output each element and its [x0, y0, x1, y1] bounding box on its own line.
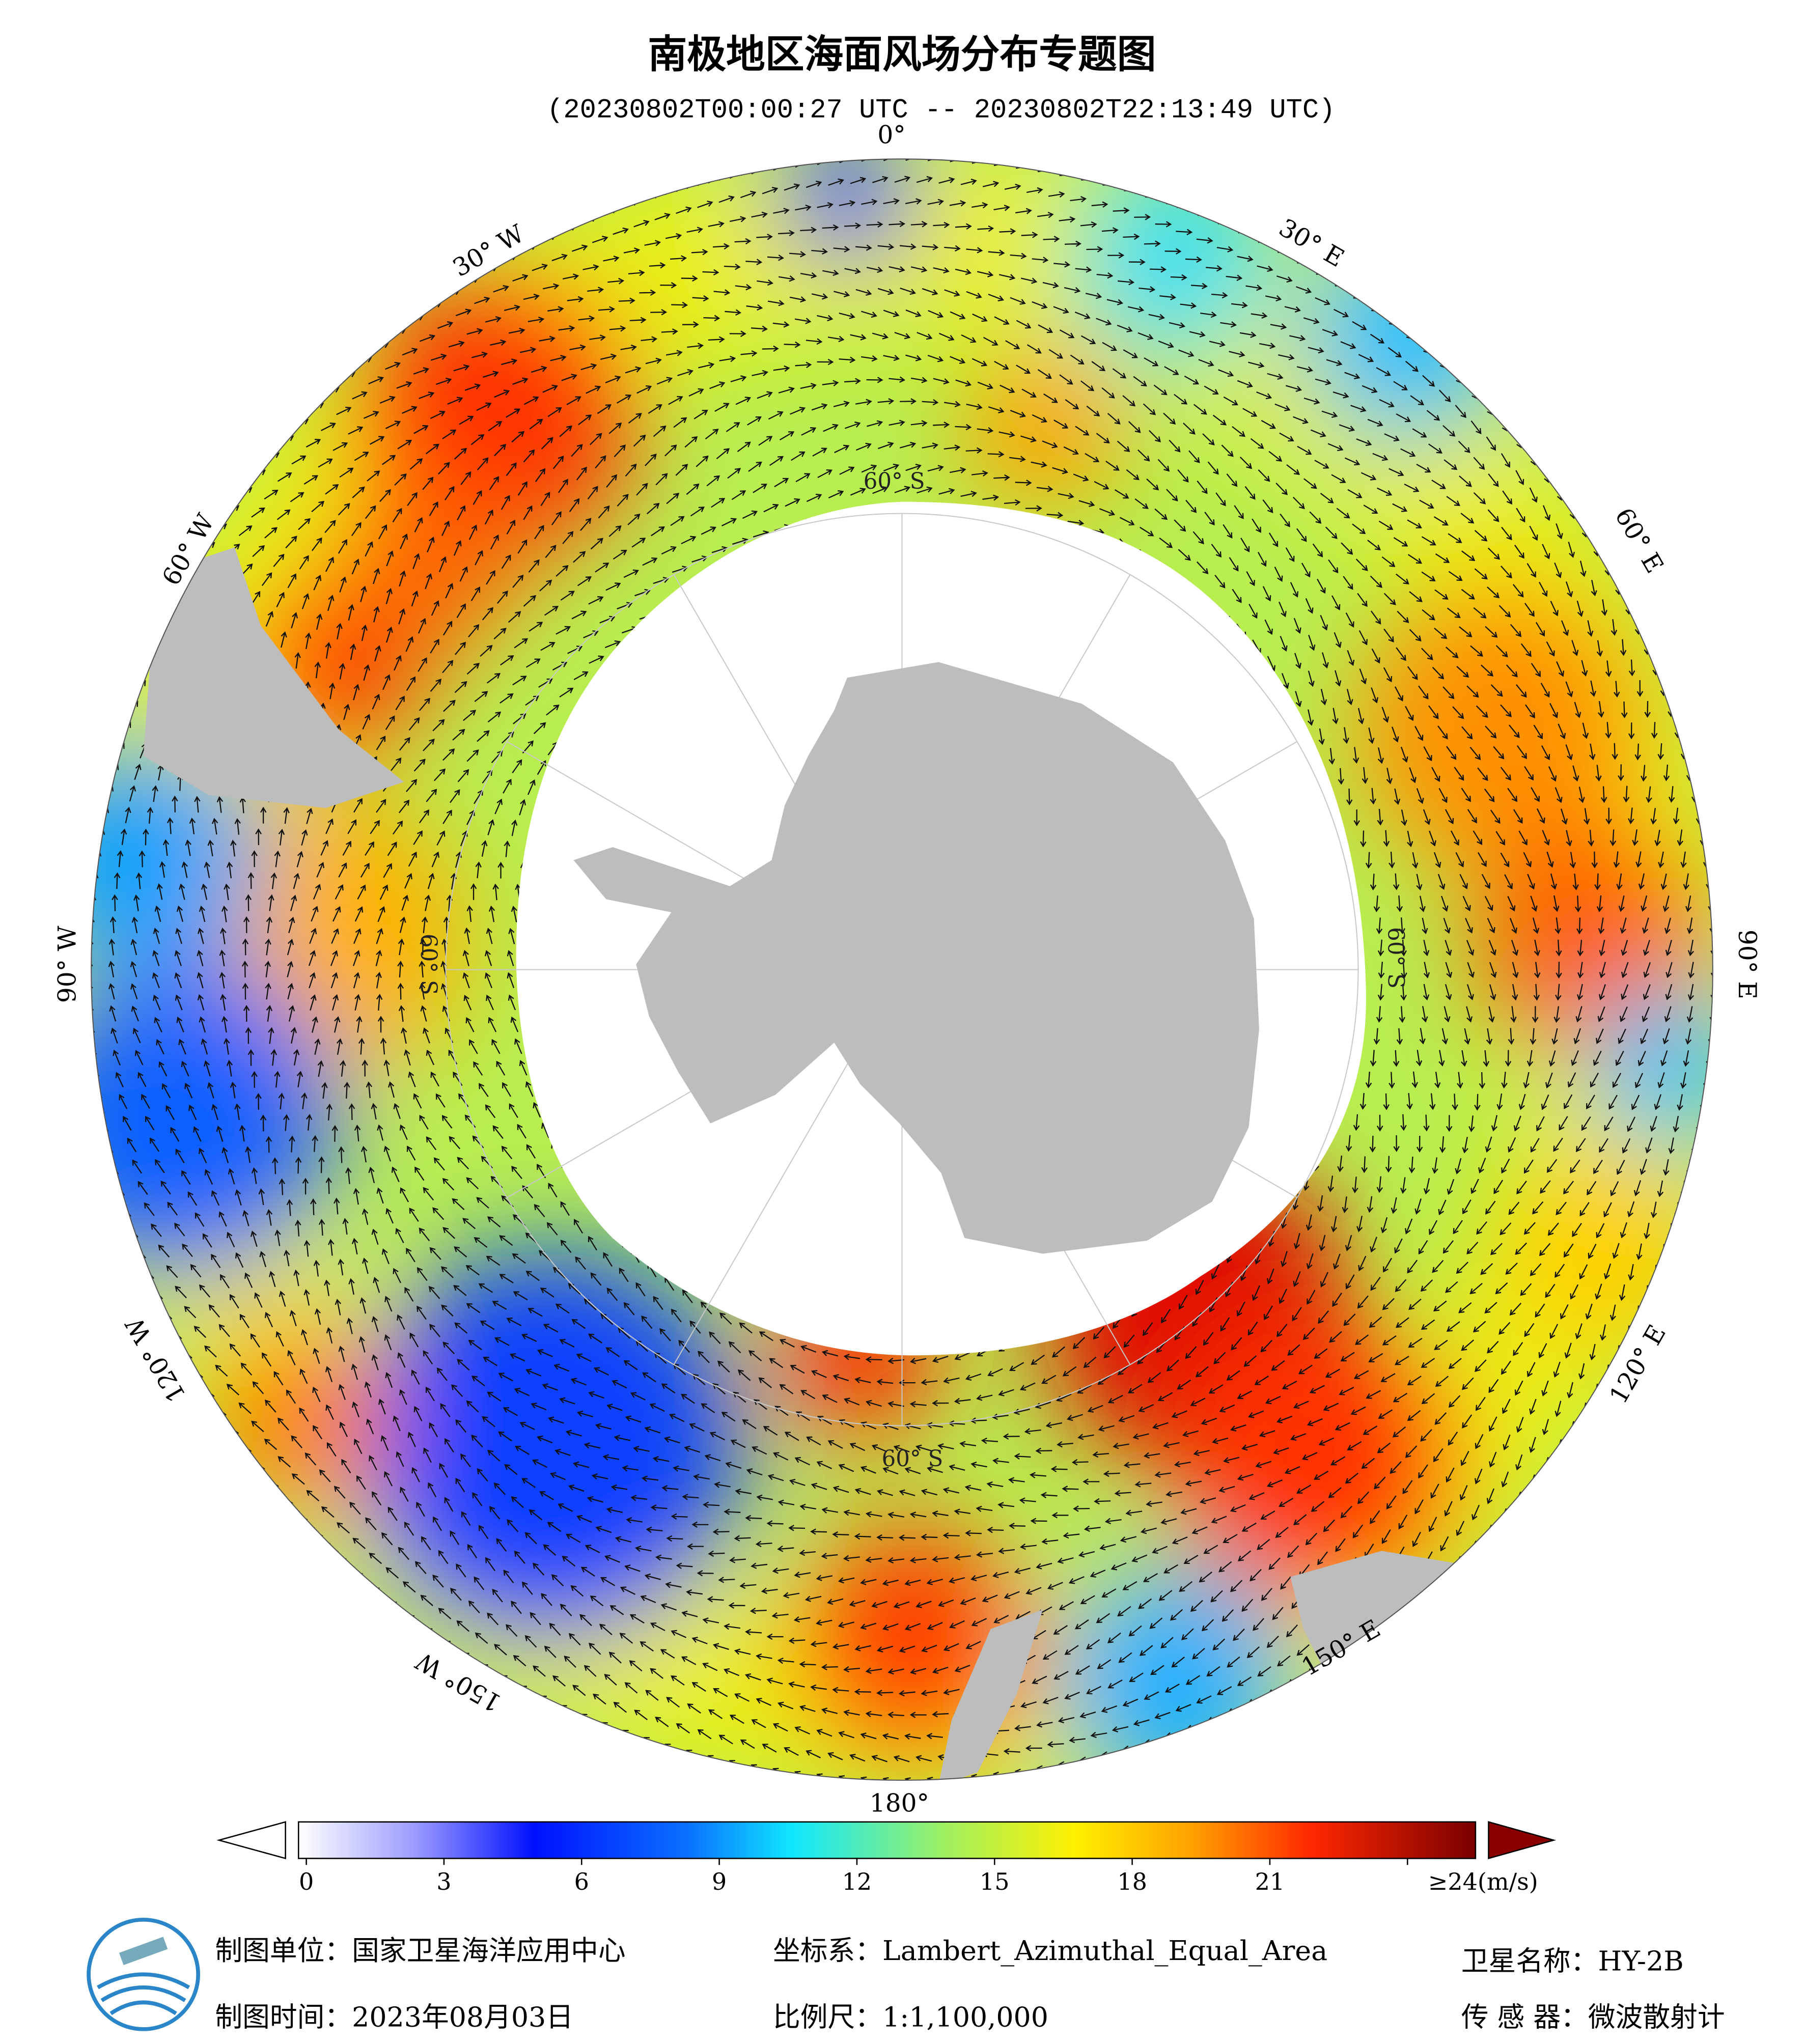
land-masses [938, 1551, 1460, 1780]
colorbar-over [1488, 1821, 1557, 1860]
colorbar-tick-label: 3 [436, 1868, 451, 1895]
logo [87, 1917, 200, 2031]
footer-unit: 制图单位：国家卫星海洋应用中心 [215, 1935, 625, 1967]
latitude-label: 60° S [1382, 927, 1408, 989]
map-border [91, 158, 1713, 1781]
colorbar-under [216, 1821, 286, 1860]
longitude-label: 0° [877, 121, 905, 150]
latitude-label: 60° S [864, 469, 925, 494]
colorbar-tick-label: 0 [299, 1868, 314, 1895]
latitude-label: 60° S [882, 1446, 943, 1472]
colorbar-tick-label: 12 [842, 1868, 872, 1895]
colorbar-tick-label: 21 [1255, 1868, 1285, 1895]
colorbar-tick-label: 6 [574, 1868, 589, 1895]
longitude-label: 90° W [53, 926, 82, 1003]
antarctica [573, 662, 1259, 1254]
subtitle: (20230802T00:00:27 UTC -- 20230802T22:13… [547, 95, 1335, 126]
colorbar: 0 3 6 9 12 15 18 21 ≥24(m/s) [216, 1821, 1557, 1895]
title: 南极地区海面风场分布专题图 [648, 32, 1156, 77]
colorbar-scale [297, 1821, 1477, 1859]
colorbar-tick-label: 9 [712, 1868, 727, 1895]
footer-satellite: 卫星名称：HY-2B [1461, 1945, 1684, 1977]
longitude-label: 180° [870, 1789, 929, 1817]
colorbar-tick-label: ≥24(m/s) [1428, 1868, 1538, 1895]
south-america [143, 547, 404, 808]
longitude-label: 90° E [1733, 930, 1761, 999]
colorbar-tick-label: 18 [1117, 1868, 1147, 1895]
footer-projection: 坐标系：Lambert_Azimuthal_Equal_Area [773, 1935, 1327, 1967]
latitude-label: 60° S [415, 934, 441, 995]
footer-scale: 比例尺：1:1,100,000 [773, 2001, 1048, 2033]
footer-sensor: 传 感 器：微波散射计 [1461, 2001, 1725, 2033]
colorbar-tick-label: 15 [980, 1868, 1010, 1895]
footer-date: 制图时间：2023年08月03日 [215, 2001, 573, 2033]
parallel [445, 513, 1359, 1426]
